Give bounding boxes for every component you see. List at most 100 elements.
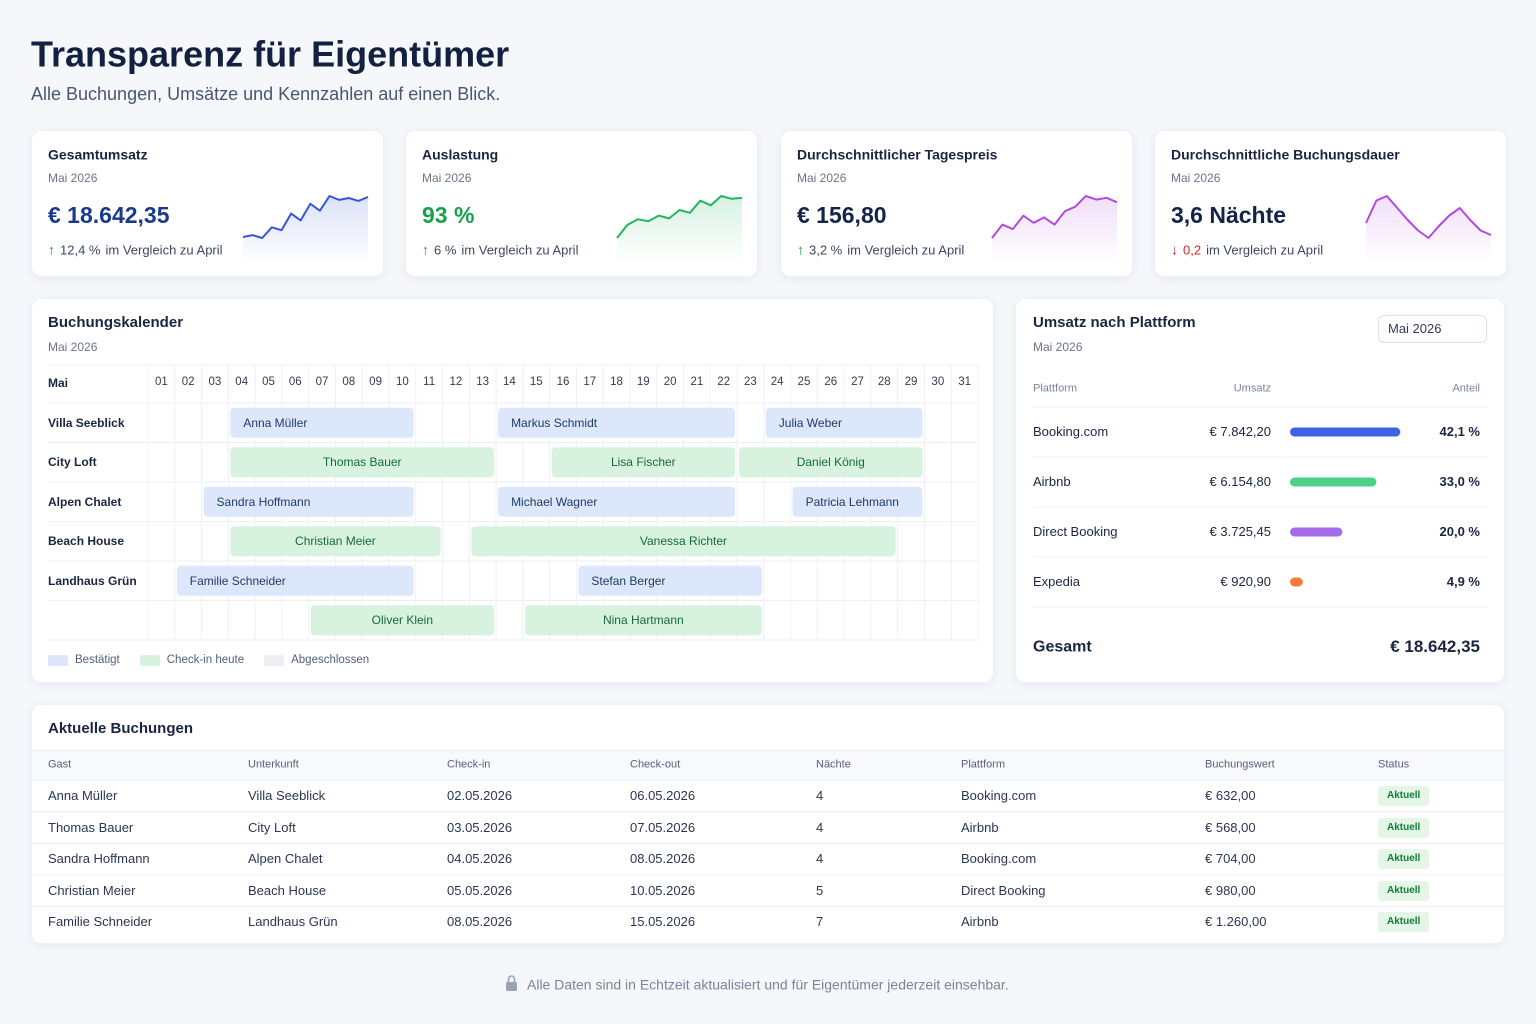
platform-share: 33,0 %: [1439, 474, 1480, 490]
table-cell: 10.05.2026: [630, 883, 696, 898]
booking-guest: Lisa Fischer: [610, 455, 676, 470]
table-cell: Sandra Hoffmann: [48, 851, 150, 867]
kpi-change: ↓ 0,2 im Vergleich zu April: [1171, 242, 1323, 259]
calendar-day: 31: [958, 376, 972, 389]
footer-note: Alle Daten sind in Echtzeit aktualisiert…: [527, 976, 1009, 993]
page-title: Transparenz für Eigentümer: [31, 33, 510, 75]
table-cell: Familie Schneider: [48, 914, 153, 930]
kpi-arrow: ↑: [48, 241, 55, 258]
table-cell: 4: [816, 819, 824, 835]
platform-revenue: € 920,90: [1220, 574, 1271, 590]
table-title: Aktuelle Buchungen: [48, 720, 194, 737]
kpi-change: ↑ 3,2 % im Vergleich zu April: [797, 242, 964, 259]
table-cell: Booking.com: [961, 851, 1037, 867]
platform-share: 20,0 %: [1439, 524, 1480, 540]
platform-card: [1015, 298, 1505, 683]
kpi-delta: 0,2: [1183, 242, 1202, 258]
period-dropdown[interactable]: Mai 2026: [1378, 315, 1487, 343]
calendar-day: 04: [235, 376, 249, 389]
calendar-day: 05: [262, 376, 275, 389]
table-cell: Alpen Chalet: [248, 851, 323, 867]
table-cell: € 632,00: [1205, 788, 1256, 804]
platform-period: Mai 2026: [1033, 339, 1083, 354]
legend-swatch: [139, 655, 160, 667]
table-header: Status: [1378, 758, 1410, 771]
calendar-day: 09: [369, 376, 382, 389]
booking-bar: [551, 447, 736, 478]
calendar-legend: Bestätigt Check-in heute Abgeschlossen: [48, 654, 369, 668]
legend-label: Bestätigt: [75, 654, 120, 667]
calendar-day: 27: [851, 376, 864, 389]
calendar-day: 26: [824, 376, 838, 389]
booking-bar: [498, 407, 736, 438]
platform-revenue: € 6.154,80: [1209, 474, 1271, 490]
booking-bar: [310, 605, 495, 636]
calendar-day: 15: [529, 376, 543, 389]
platform-share: 4,9 %: [1446, 574, 1480, 590]
kpi-comparison: im Vergleich zu April: [105, 242, 223, 258]
kpi-period: Mai 2026: [48, 170, 98, 185]
calendar-day: 07: [315, 376, 329, 389]
calendar-period: Mai 2026: [48, 339, 98, 354]
table-header-band: [32, 750, 1504, 780]
lock-icon-body: [506, 982, 517, 991]
booking-bar: [524, 605, 762, 636]
sparkline-area: [617, 196, 742, 264]
booking-guest: Oliver Klein: [371, 613, 434, 628]
booking-bar: [765, 407, 923, 438]
kpi-value: € 18.642,35: [48, 202, 170, 229]
booking-bar: [203, 486, 414, 517]
platform-revenue: € 3.725,45: [1209, 524, 1271, 540]
calendar-day: 19: [636, 376, 650, 389]
calendar-day: 20: [663, 376, 677, 389]
calendar-property: Alpen Chalet: [48, 494, 122, 509]
calendar-day: 08: [342, 376, 356, 389]
table-cell: € 704,00: [1205, 851, 1256, 867]
lock-icon-shackle: [507, 975, 516, 982]
platform-revenue: € 7.842,20: [1209, 424, 1271, 440]
table-cell: Landhaus Grün: [248, 914, 338, 930]
table-cell: Christian Meier: [48, 883, 136, 898]
platform-name: Booking.com: [1033, 424, 1109, 440]
legend-label: Check-in heute: [166, 654, 245, 667]
kpi-period: Mai 2026: [1171, 170, 1221, 185]
sparkline: [242, 195, 369, 239]
calendar-month: Mai: [48, 375, 69, 390]
table-cell: 05.05.2026: [447, 883, 513, 898]
legend-swatch: [264, 655, 285, 667]
kpi-change: ↑ 6 % im Vergleich zu April: [422, 242, 578, 259]
booking-guest: Julia Weber: [778, 415, 842, 430]
table-header: Nächte: [816, 758, 851, 771]
calendar-day: 10: [395, 376, 409, 389]
table-cell: 03.05.2026: [447, 819, 513, 835]
platform-name: Direct Booking: [1033, 524, 1118, 540]
calendar-day: 03: [208, 376, 222, 389]
table-cell: Direct Booking: [961, 883, 1046, 898]
table-cell: 08.05.2026: [447, 914, 513, 930]
booking-bar: [176, 565, 414, 596]
calendar-day: 13: [476, 376, 490, 389]
table-cell: Thomas Bauer: [48, 819, 134, 835]
bookings-card: [31, 704, 1505, 944]
table-cell: 08.05.2026: [630, 851, 696, 867]
calendar-day: 29: [904, 376, 918, 389]
status-badge: Aktuell: [1378, 786, 1430, 806]
booking-guest: Nina Hartmann: [602, 613, 684, 628]
table-cell: 4: [816, 851, 824, 867]
table-cell: 02.05.2026: [447, 788, 513, 804]
table-header: Check-in: [447, 758, 491, 771]
table-cell: Villa Seeblick: [248, 788, 326, 804]
platform-share: 42,1 %: [1439, 424, 1480, 440]
platform-header: Anteil: [1452, 382, 1480, 395]
legend-item: Check-in heute: [139, 654, 245, 668]
calendar-day: 23: [744, 376, 757, 389]
table-header: Gast: [48, 758, 72, 771]
share-bar: [1290, 527, 1343, 537]
table-cell: Airbnb: [961, 819, 999, 835]
booking-bar: [471, 526, 896, 557]
kpi-arrow: ↑: [422, 241, 429, 258]
calendar-day: 01: [154, 376, 168, 389]
kpi-title: Durchschnittliche Buchungsdauer: [1171, 146, 1400, 163]
booking-bar: [230, 407, 414, 438]
table-cell: 5: [816, 883, 824, 898]
